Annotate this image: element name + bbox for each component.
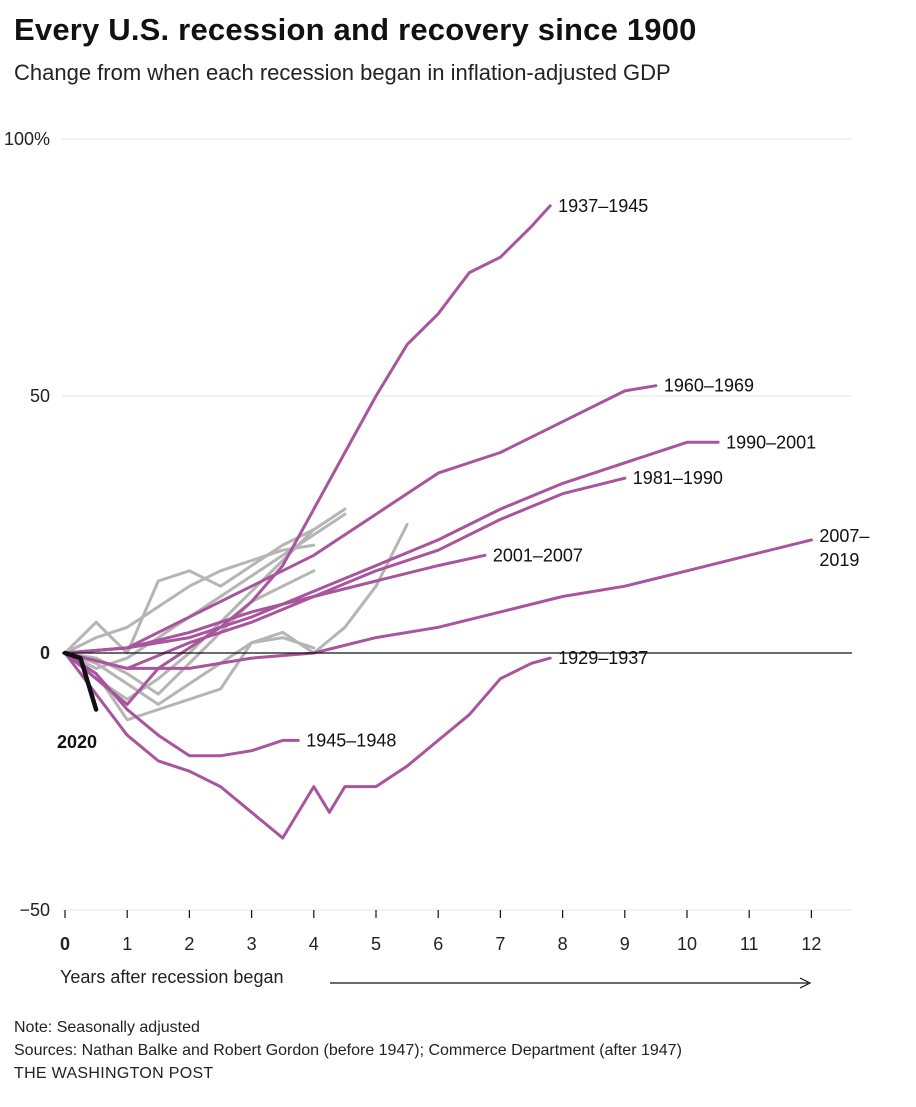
series-line-1929-1937 bbox=[63, 651, 552, 840]
note: Note: Seasonally adjusted bbox=[14, 1019, 200, 1036]
gridlines bbox=[62, 138, 852, 911]
footnotes: Note: Seasonally adjusted Sources: Natha… bbox=[14, 1016, 682, 1085]
series-line-pre-war-recession-f bbox=[63, 543, 316, 655]
series-label: 1929–1937 bbox=[558, 648, 648, 668]
series-label: 1937–1945 bbox=[558, 196, 648, 216]
axes: 100%500−500 1 2 3 4 5 6 7 8 9 10 11 12 bbox=[4, 129, 852, 954]
series-line-1981-1990 bbox=[63, 476, 627, 670]
series-label: 1981–1990 bbox=[633, 468, 723, 488]
series-line-1960-1969 bbox=[63, 384, 658, 655]
series-line-pre-war-recession-g bbox=[63, 636, 316, 706]
x-tick-label: 4 bbox=[309, 934, 319, 954]
y-tick-label: 50 bbox=[30, 386, 50, 406]
x-tick-label: 10 bbox=[677, 934, 697, 954]
series-label: 2020 bbox=[57, 732, 97, 752]
y-tick-label: 100% bbox=[4, 129, 50, 149]
credit: THE WASHINGTON POST bbox=[14, 1065, 214, 1082]
x-tick-label: 1 bbox=[122, 934, 132, 954]
x-tick-label: 0 bbox=[60, 934, 70, 954]
series-label: 1990–2001 bbox=[726, 432, 816, 452]
x-tick-label: 11 bbox=[740, 934, 759, 954]
series-line-pre-war-recession-d bbox=[63, 528, 316, 655]
series-line-2001-2007 bbox=[63, 553, 487, 655]
series-line-2020 bbox=[62, 650, 99, 712]
series-line-pre-war-recession-c bbox=[63, 523, 409, 722]
x-tick-label: 3 bbox=[247, 934, 257, 954]
series-label: 1945–1948 bbox=[306, 730, 396, 750]
x-tick-label: 2 bbox=[184, 934, 194, 954]
x-tick-label: 8 bbox=[558, 934, 568, 954]
chart-title: Every U.S. recession and recovery since … bbox=[14, 12, 697, 47]
x-tick-label: 12 bbox=[801, 934, 821, 954]
y-tick-label: 0 bbox=[40, 643, 50, 663]
x-axis-arrow bbox=[330, 977, 812, 989]
line-chart: 100%500−500 1 2 3 4 5 6 7 8 9 10 11 12 1937–19451960… bbox=[4, 129, 869, 989]
x-tick-label: 6 bbox=[433, 934, 443, 954]
series-label: 2007– 2019 bbox=[819, 526, 869, 570]
series-line-2007-2019 bbox=[63, 538, 813, 670]
sources: Sources: Nathan Balke and Robert Gordon … bbox=[14, 1042, 682, 1059]
x-axis-label: Years after recession began bbox=[60, 967, 283, 987]
series-label: 1960–1969 bbox=[664, 376, 754, 396]
chart-subtitle: Change from when each recession began in… bbox=[14, 60, 671, 85]
series-line-1937-1945 bbox=[63, 204, 552, 706]
series-line-1945-1948 bbox=[63, 651, 300, 758]
x-tick-label: 7 bbox=[495, 934, 505, 954]
y-tick-label: −50 bbox=[19, 900, 50, 920]
x-tick-label: 5 bbox=[371, 934, 381, 954]
series-line-1990-2001 bbox=[63, 440, 720, 655]
x-tick-label: 9 bbox=[620, 934, 630, 954]
series-lines bbox=[62, 204, 813, 840]
series-label: 2001–2007 bbox=[493, 545, 583, 565]
